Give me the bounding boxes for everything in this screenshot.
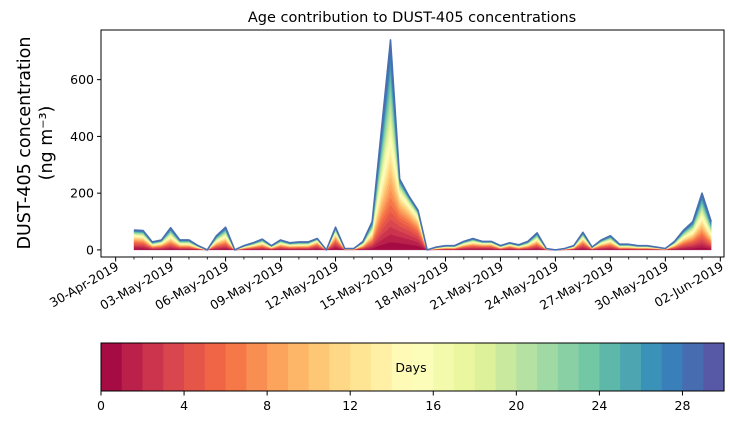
colorbar-tick-label: 4 [180,398,188,413]
age-layer-24 [133,73,712,251]
colorbar-cell [267,343,289,391]
colorbar-cell [225,343,247,391]
colorbar-cell [495,343,517,391]
x-minor-ticks [133,257,703,260]
plot-area [100,29,725,258]
colorbar-cell [682,343,704,391]
colorbar-cell [308,343,331,391]
age-layer-28 [133,46,712,251]
colorbar-tick-label: 12 [342,398,358,413]
colorbar-cell [599,343,621,391]
age-layers [133,39,712,251]
age-layer-25 [133,66,712,251]
colorbar: Days 0 4 8 12 16 20 24 28 [97,342,725,413]
y-tick-label: 400 [70,129,94,144]
colorbar-cell [121,343,144,391]
colorbar-cell [101,343,123,391]
y-tick-label: 600 [70,72,94,87]
colorbar-cell [454,343,476,391]
y-axis-label-line1: DUST-405 concentration [15,37,35,250]
age-layer-22 [133,86,712,251]
colorbar-label: Days [395,360,426,375]
y-axis-label-line2: (ng m⁻³) [37,106,57,181]
colorbar-cell [412,343,434,391]
age-layer-27 [133,53,712,251]
colorbar-cell [516,343,538,391]
colorbar-frame [100,342,725,392]
colorbar-tick-label: 24 [591,398,607,413]
plot-frame [100,29,725,258]
y-axis: 0 200 400 600 [70,72,101,257]
colorbar-cell [287,343,310,391]
colorbar-cell [246,343,268,391]
colorbar-cell [329,343,351,391]
colorbar-ticks: 0 4 8 12 16 20 24 28 [97,391,690,413]
colorbar-cell [350,343,372,391]
colorbar-cell [620,343,642,391]
colorbar-cell [433,343,455,391]
age-layer-23 [133,79,712,251]
colorbar-cell [370,343,393,391]
x-axis: 30-Apr-201903-May-201906-May-201909-May-… [47,257,726,313]
age-layer-21 [133,93,712,251]
colorbar-tick-label: 8 [263,398,271,413]
colorbar-cell [184,343,206,391]
y-tick-label: 200 [70,186,94,201]
y-tick-label: 0 [86,242,94,257]
colorbar-cell [391,343,414,391]
colorbar-cell [578,343,600,391]
colorbar-cells [101,343,725,391]
total-concentration-line [133,39,712,251]
age-layer-29 [133,39,712,251]
colorbar-cell [640,343,663,391]
colorbar-tick-label: 28 [675,398,691,413]
age-layer-26 [133,59,712,251]
colorbar-tick-label: 0 [97,398,105,413]
colorbar-cell [537,343,559,391]
colorbar-cell [142,343,164,391]
colorbar-tick-label: 20 [508,398,524,413]
chart-title: Age contribution to DUST-405 concentrati… [248,10,576,26]
colorbar-cell [661,343,684,391]
colorbar-cell [474,343,497,391]
colorbar-tick-label: 16 [425,398,441,413]
colorbar-cell [163,343,185,391]
y-axis-label: DUST-405 concentration (ng m⁻³) [15,37,57,250]
colorbar-cell [703,343,725,391]
colorbar-cell [557,343,580,391]
colorbar-cell [204,343,227,391]
